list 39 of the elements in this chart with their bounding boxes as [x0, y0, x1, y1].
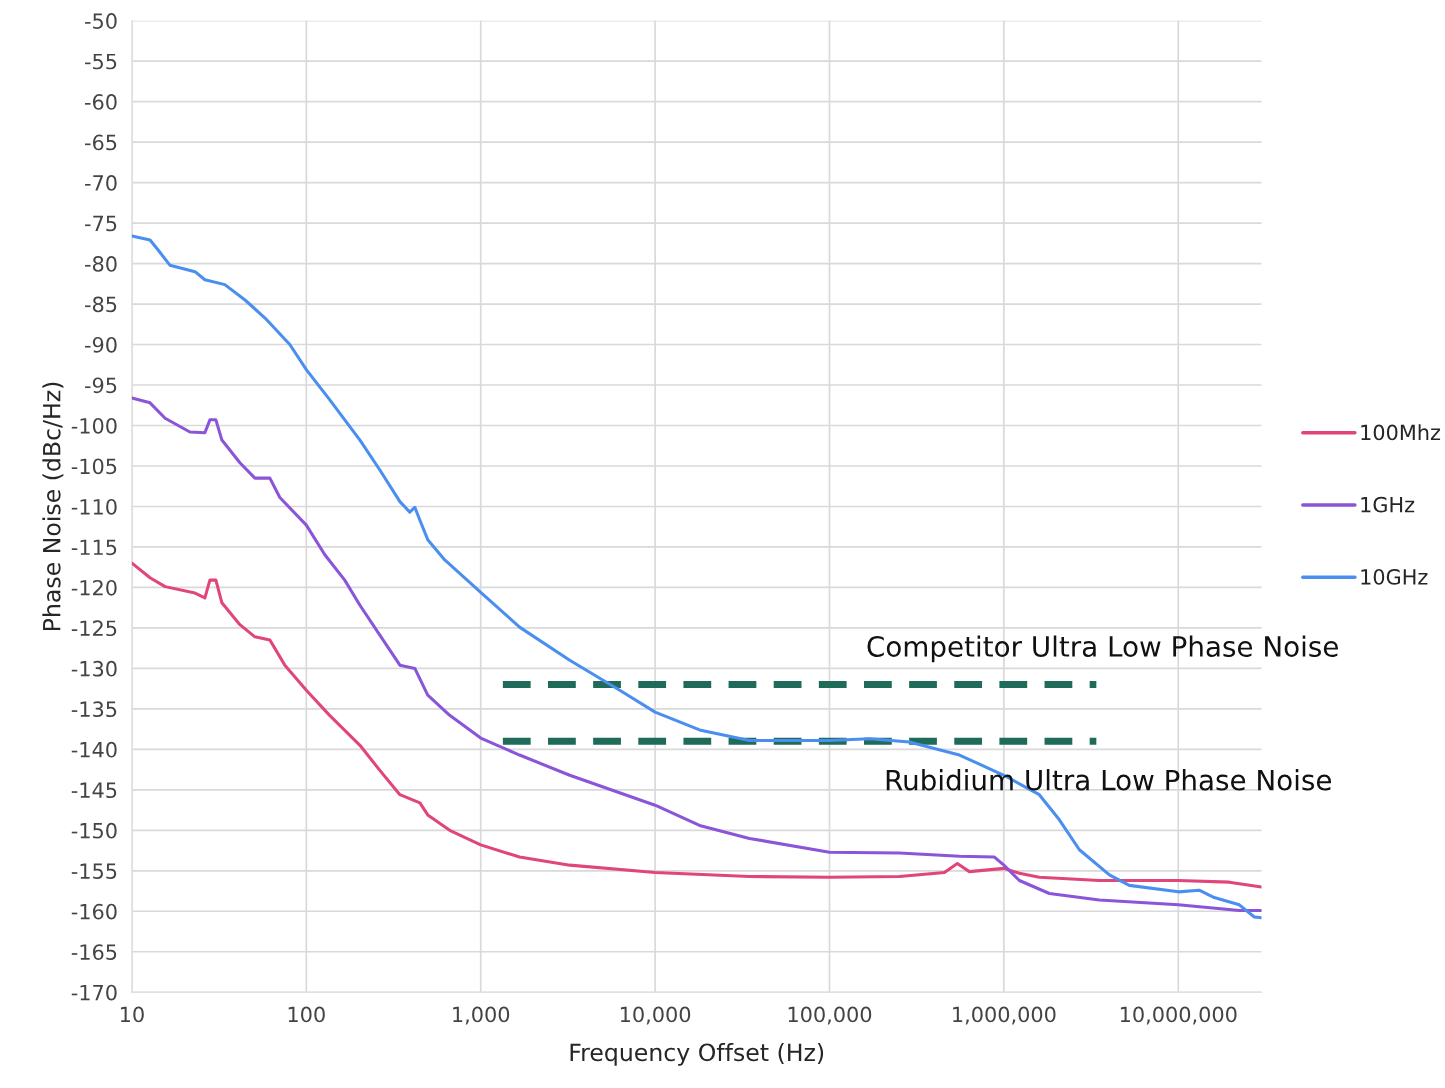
y-tick-label: -145	[71, 782, 117, 799]
legend-label: 100Mhz	[1361, 424, 1441, 441]
y-tick-label: -120	[71, 579, 117, 596]
legend-label: 1GHz	[1361, 496, 1415, 513]
y-tick-label: -150	[71, 822, 117, 839]
y-tick-label: -80	[85, 256, 117, 272]
y-tick-label: -105	[71, 458, 117, 475]
x-tick-label: 1,000	[453, 1006, 510, 1025]
y-tick-label: -90	[85, 336, 117, 353]
y-tick-label: -155	[71, 863, 117, 880]
series-label: Competitor Ultra Low Phase Noise	[867, 635, 1338, 663]
y-tick-label: -135	[71, 701, 117, 718]
x-tick-label: 100	[288, 1006, 325, 1023]
y-tick-label: -95	[85, 377, 117, 394]
x-tick-label: 10,000,000	[1120, 1006, 1237, 1025]
x-axis-title: Frequency Offset (Hz)	[570, 1042, 824, 1066]
y-tick-label: -75	[85, 215, 117, 232]
y-tick-label: -100	[71, 417, 117, 434]
x-tick-label: 100,000	[788, 1006, 872, 1025]
legend-label: 10GHz	[1361, 569, 1428, 585]
y-tick-label: -50	[85, 13, 117, 29]
y-tick-label: -55	[85, 53, 117, 70]
y-axis-title: Phase Noise (dBc/Hz)	[42, 382, 64, 630]
y-tick-label: -125	[71, 620, 117, 637]
series-label: Rubidium Ultra Low Phase Noise	[886, 769, 1331, 791]
x-tick-label: 10	[120, 1006, 144, 1023]
y-tick-label: -85	[85, 296, 117, 313]
y-tick-label: -110	[71, 498, 117, 515]
y-tick-label: -170	[71, 984, 117, 1001]
y-tick-label: -130	[71, 660, 117, 677]
y-tick-label: -65	[85, 134, 117, 151]
x-tick-label: 1,000,000	[953, 1006, 1056, 1025]
y-tick-label: -165	[71, 944, 117, 960]
y-tick-label: -140	[71, 741, 117, 758]
x-tick-label: 10,000	[620, 1006, 691, 1025]
y-tick-label: -60	[85, 94, 117, 110]
y-tick-label: -70	[85, 175, 117, 191]
y-tick-label: -160	[71, 903, 117, 920]
y-tick-label: -115	[71, 539, 117, 556]
